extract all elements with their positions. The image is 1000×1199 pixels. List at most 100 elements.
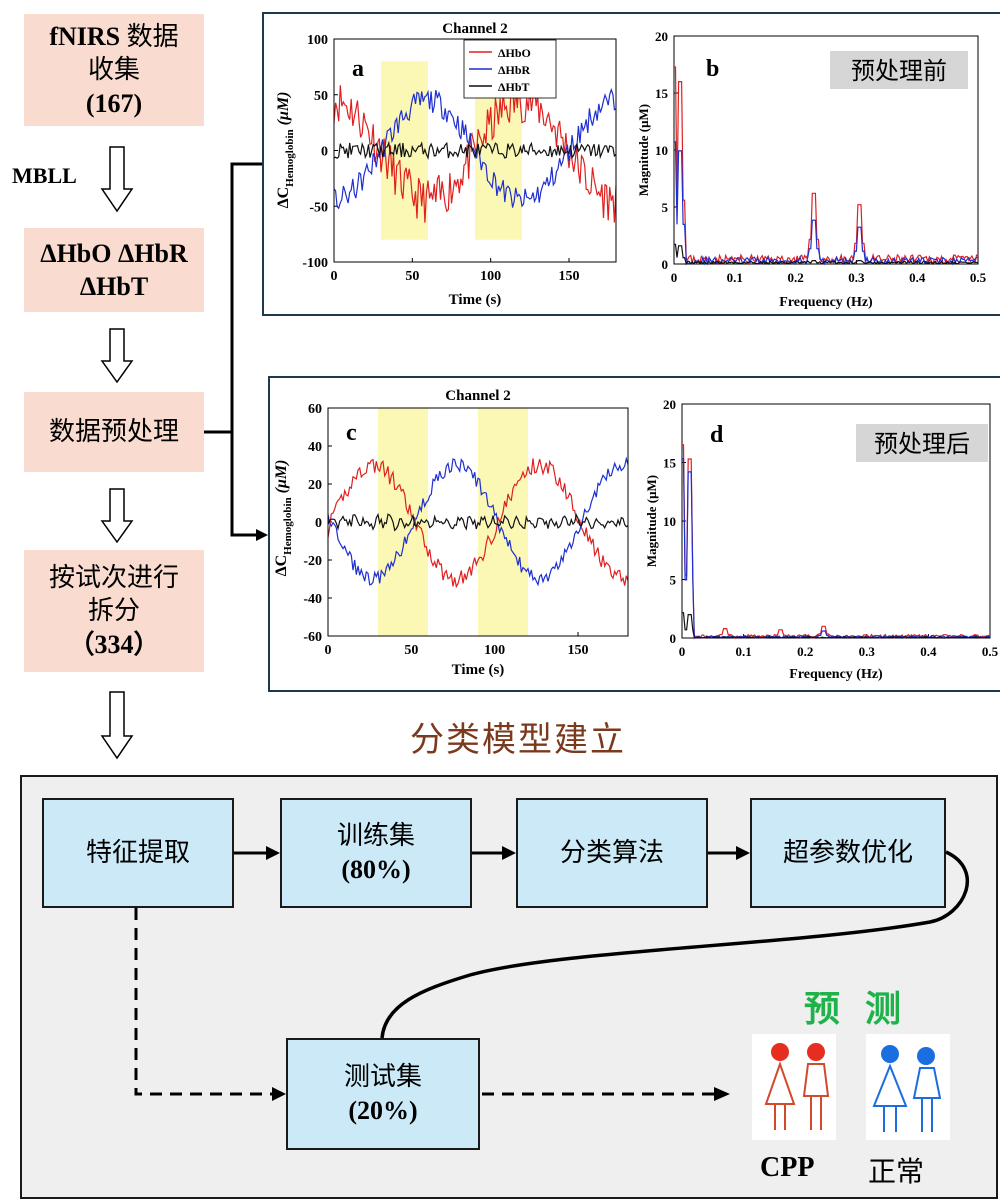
y-tick-label: 10 bbox=[663, 514, 676, 529]
x-tick-label: 0.3 bbox=[848, 270, 865, 285]
y-tick-label: 50 bbox=[314, 89, 328, 104]
y-tick-label: 5 bbox=[670, 573, 677, 588]
panel-b-ylabel-group: Magnitude (μM) bbox=[636, 104, 651, 196]
dashed-feature-to-test bbox=[134, 908, 274, 1096]
y-tick-label: -100 bbox=[302, 256, 328, 271]
x-tick-label: 0.2 bbox=[797, 644, 813, 659]
down-arrow-icon bbox=[100, 488, 134, 544]
x-tick-label: 0.1 bbox=[727, 270, 743, 285]
x-tick-label: 0.4 bbox=[909, 270, 926, 285]
x-tick-label: 50 bbox=[405, 269, 419, 284]
plot-frame-top bbox=[333, 38, 617, 263]
y-tick-label: 40 bbox=[308, 440, 322, 455]
panel-before-preprocessing: 0 50 100 150 -100 -50 0 50 100 Channel 2 a Time (s)… bbox=[262, 12, 1000, 316]
curve-hyper-to-test bbox=[380, 850, 969, 1039]
x-tick-label: 0.2 bbox=[787, 270, 803, 285]
section-title: 分类模型建立 bbox=[410, 722, 626, 759]
x-tick-label: 0.1 bbox=[735, 644, 751, 659]
step-collect-count: (167) bbox=[85, 88, 143, 118]
panel-after-preprocessing: 0 50 100 150 -60 -40 -20 0 20 40 60 Channel 2 c Time … bbox=[268, 376, 1000, 692]
training-set-box: 训练集 (80%) bbox=[280, 798, 472, 908]
panel-b-ylabel: Magnitude (μM) bbox=[636, 104, 651, 196]
arrow-train-algo bbox=[472, 846, 516, 860]
y-tick-label: 0 bbox=[321, 145, 328, 160]
legend-label: ΔHbT bbox=[498, 80, 530, 94]
flow-step-collect: fNIRS 数据 收集 (167) bbox=[24, 14, 204, 126]
y-tick-label: 100 bbox=[307, 33, 328, 48]
train-percent: (80%) bbox=[341, 855, 411, 884]
y-tick-label: -40 bbox=[303, 592, 322, 607]
y-axis-label-text: ΔCHemoglobin (μM) bbox=[275, 92, 296, 209]
x-tick-label: 50 bbox=[404, 643, 418, 658]
panel-d-tag: 预处理后 bbox=[874, 431, 970, 458]
normal-label: 正常 bbox=[868, 1157, 925, 1188]
x-tick-label: 0 bbox=[331, 269, 338, 284]
y-tick-label: 0 bbox=[315, 516, 322, 531]
panel-a-letter: a bbox=[352, 56, 364, 82]
x-tick-label: 150 bbox=[568, 643, 589, 658]
series-hbt-line bbox=[333, 140, 617, 161]
step-preprocess-label: 数据预处理 bbox=[48, 417, 179, 447]
y-tick-label: 0 bbox=[662, 257, 669, 272]
algo-label: 分类算法 bbox=[559, 838, 664, 868]
legend: ΔHbO ΔHbR ΔHbT bbox=[463, 39, 557, 99]
x-tick-label: 100 bbox=[480, 269, 501, 284]
test-percent: (20%) bbox=[348, 1096, 418, 1125]
panel-c-letter: c bbox=[346, 420, 357, 446]
legend-label: ΔHbO bbox=[498, 46, 531, 60]
panel-c-xlabel: Time (s) bbox=[452, 662, 505, 678]
x-tick-label: 150 bbox=[559, 269, 580, 284]
flow-step-split: 按试次进行 拆分 （334） bbox=[24, 550, 204, 672]
prediction-title: 预 测 bbox=[804, 989, 910, 1029]
panel-d-xlabel: Frequency (Hz) bbox=[789, 667, 883, 682]
x-tick-label: 0.4 bbox=[920, 644, 937, 659]
y-tick-label: -60 bbox=[303, 630, 322, 645]
y-tick-label: 15 bbox=[663, 456, 677, 471]
y-tick-label: 20 bbox=[308, 478, 322, 493]
x-tick-label: 0.3 bbox=[859, 644, 876, 659]
down-arrow-icon bbox=[100, 146, 134, 213]
y-axis-label: ΔCHemoglobin (μM) bbox=[275, 92, 296, 209]
y-tick-label: -20 bbox=[303, 554, 322, 569]
step-split-line1: 按试次进行 bbox=[48, 563, 179, 593]
series-hbt-line bbox=[327, 512, 629, 532]
flow-step-hemoglobin: ΔHbO ΔHbR ΔHbT bbox=[24, 228, 204, 312]
down-arrow-icon bbox=[100, 328, 134, 384]
normal-people-icon bbox=[866, 1034, 950, 1140]
panel-d-letter: d bbox=[710, 422, 724, 448]
y-tick-label: 0 bbox=[670, 631, 677, 646]
mbll-label: MBLL bbox=[12, 163, 77, 188]
x-tick-label: 0.5 bbox=[970, 270, 987, 285]
y-tick-label: 60 bbox=[308, 402, 322, 417]
y-tick-label: 10 bbox=[655, 143, 668, 158]
step-collect-line2: 收集 bbox=[87, 55, 140, 85]
tag-background bbox=[830, 51, 968, 89]
task-block-band bbox=[381, 61, 428, 240]
tag-background bbox=[856, 424, 988, 462]
preprocess-connector bbox=[204, 162, 268, 541]
spectrum-hbt-line bbox=[682, 612, 991, 639]
x-tick-label: 0.5 bbox=[982, 644, 999, 659]
step-collect-line1: fNIRS bbox=[49, 22, 121, 52]
series-hbo-line bbox=[333, 82, 617, 223]
step-hemo-line1: ΔHbO ΔHbR bbox=[40, 238, 188, 268]
chart-after-preprocessing: 0 50 100 150 -60 -40 -20 0 20 40 60 Channel 2 c Time … bbox=[273, 388, 999, 682]
y-axis-label-text: ΔCHemoglobin (μM) bbox=[273, 460, 294, 577]
step-split-count: （334） bbox=[68, 629, 160, 659]
test-label: 测试集 bbox=[343, 1062, 422, 1092]
panel-d-ylabel: Magnitude (μM) bbox=[644, 475, 659, 567]
cpp-people-icon bbox=[752, 1034, 836, 1140]
step-hemo-line2: ΔHbT bbox=[79, 272, 149, 301]
arrow-feature-train bbox=[234, 846, 280, 860]
panel-a-xlabel: Time (s) bbox=[449, 292, 502, 308]
y-tick-label: 20 bbox=[663, 397, 676, 412]
x-tick-label: 100 bbox=[484, 643, 505, 658]
feature-extraction-box: 特征提取 bbox=[42, 798, 234, 908]
panel-b-xlabel: Frequency (Hz) bbox=[779, 295, 873, 310]
panel-c-title: Channel 2 bbox=[445, 388, 510, 404]
spectrum-hbt-line bbox=[674, 243, 979, 266]
down-arrow-icon bbox=[100, 691, 134, 760]
step-split-line2: 拆分 bbox=[87, 596, 140, 626]
panel-b-tag: 预处理前 bbox=[851, 58, 947, 85]
